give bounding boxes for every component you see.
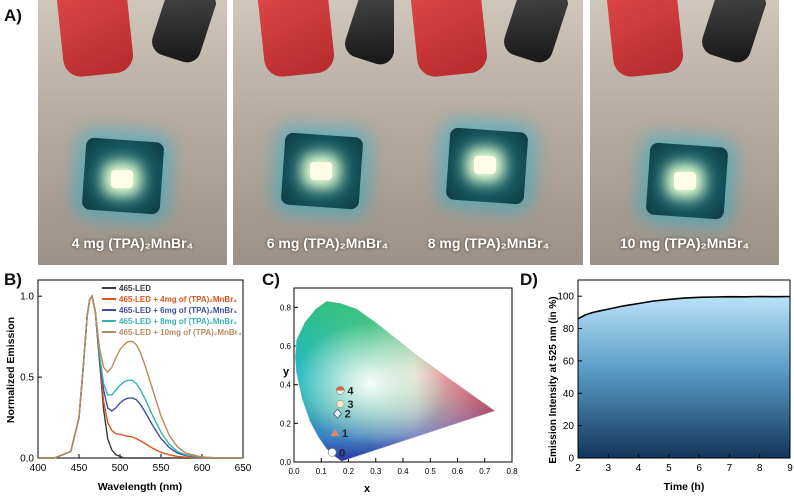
- legend-entry: 465-LED + 6mg of (TPA)₂MnBr₄: [119, 306, 237, 315]
- y-tick-label: 0.0: [280, 458, 292, 467]
- x-tick-label: 7: [727, 463, 733, 474]
- y-tick-label: 20: [563, 421, 575, 432]
- cie-chromaticity-chart: 0.0 0.1 0.2 0.3 0.4 0.5 0.6 0.7 0.8 0.0 0.2 0.4 0.6 0…: [280, 287, 518, 495]
- y-tick-label: 0.4: [280, 381, 292, 390]
- x-tick-label: 0.0: [288, 467, 300, 476]
- x-tick-label: 0.6: [452, 467, 464, 476]
- photo-caption: 10 mg (TPA)₂MnBr₄: [619, 235, 750, 251]
- y-tick-label: 0.2: [280, 419, 292, 428]
- spectral-locus: [294, 300, 496, 462]
- x-tick-label: 6: [696, 463, 702, 474]
- x-tick-label: 2: [575, 463, 581, 474]
- x-tick-label: 600: [194, 463, 211, 474]
- panel-b-label: B): [4, 270, 22, 289]
- legend-entry: 465-LED + 10mg of (TPA)₂MnBr₄: [119, 328, 242, 337]
- series-line-4: [38, 294, 243, 459]
- led-photo-3: 8 mg (TPA)₂MnBr₄: [394, 0, 583, 265]
- photo-caption: 6 mg (TPA)₂MnBr₄: [266, 235, 389, 251]
- y-tick-label: 0: [568, 454, 574, 465]
- panel-c-label: C): [262, 270, 280, 289]
- data-point-label: 2: [345, 409, 351, 421]
- x-tick-label: 3: [606, 463, 612, 474]
- y-tick-label: 0.0: [20, 454, 34, 465]
- legend-entry: 465-LED: [119, 284, 151, 293]
- cie-gamut: [295, 301, 495, 461]
- y-tick-label: 1.0: [20, 292, 34, 303]
- data-point: [333, 408, 343, 419]
- y-tick-label: 80: [563, 324, 575, 335]
- y-tick-label: 60: [563, 356, 575, 367]
- series-line: [577, 295, 791, 320]
- x-tick-label: 9: [787, 463, 793, 474]
- x-tick-label: 4: [636, 463, 642, 474]
- x-axis-label: Time (h): [664, 481, 705, 493]
- legend-entry: 465-LED + 4mg of (TPA)₂MnBr₄: [119, 295, 237, 304]
- x-tick-label: 450: [71, 463, 88, 474]
- x-tick-label: 0.4: [397, 467, 409, 476]
- x-axis-label: Wavelength (nm): [98, 481, 182, 493]
- x-tick-label: 550: [153, 463, 170, 474]
- panel-a-label: A): [4, 6, 22, 25]
- x-tick-label: 650: [235, 463, 252, 474]
- x-tick-label: 400: [30, 463, 47, 474]
- led-photo-1: 4 mg (TPA)₂MnBr₄: [38, 0, 227, 265]
- x-tick-label: 0.8: [506, 467, 518, 476]
- data-point-label: 0: [339, 447, 345, 459]
- photo-caption: 8 mg (TPA)₂MnBr₄: [427, 235, 550, 251]
- y-axis-label: Normalized Emission: [5, 317, 17, 423]
- data-point-label: 4: [347, 385, 354, 397]
- legend-entry: 465-LED + 8mg of (TPA)₂MnBr₄: [119, 317, 237, 326]
- data-point: [330, 428, 340, 437]
- x-tick-label: 0.7: [479, 467, 491, 476]
- x-tick-label: 0.1: [316, 467, 328, 476]
- data-point-label: 1: [342, 428, 348, 440]
- led-photo-4: 10 mg (TPA)₂MnBr₄: [590, 0, 779, 265]
- data-point: [335, 400, 345, 408]
- y-tick-label: 100: [557, 292, 574, 303]
- led-photo-2: 6 mg (TPA)₂MnBr₄: [233, 0, 422, 265]
- y-tick-label: 40: [563, 389, 575, 400]
- y-tick-label: 0.5: [20, 373, 34, 384]
- x-tick-label: 0.2: [343, 467, 355, 476]
- x-tick-label: 0.5: [425, 467, 437, 476]
- y-axis-label: y: [283, 366, 290, 378]
- data-point-label: 3: [347, 399, 353, 411]
- x-tick-label: 8: [757, 463, 763, 474]
- x-axis-label: x: [364, 483, 371, 495]
- area-fill: [578, 296, 790, 458]
- chart-legend: 465-LED 465-LED + 4mg of (TPA)₂MnBr₄ 465-L…: [102, 284, 242, 337]
- data-point: [336, 386, 345, 391]
- y-tick-label: 0.6: [280, 342, 292, 351]
- y-tick-label: 0.8: [280, 303, 292, 312]
- photo-caption: 4 mg (TPA)₂MnBr₄: [71, 235, 194, 251]
- plot-frame: [577, 279, 791, 459]
- data-point: [327, 448, 337, 457]
- panel-d-label: D): [520, 270, 538, 289]
- y-axis-label: Emission Intensity at 525 nm (in %): [548, 296, 559, 463]
- x-tick-label: 5: [666, 463, 672, 474]
- x-tick-label: 500: [112, 463, 129, 474]
- x-tick-label: 0.3: [370, 467, 382, 476]
- stability-chart: 2 3 4 5 6 7 8 9 0 20 40 60 80 100 Time (h) Emission I…: [548, 279, 793, 493]
